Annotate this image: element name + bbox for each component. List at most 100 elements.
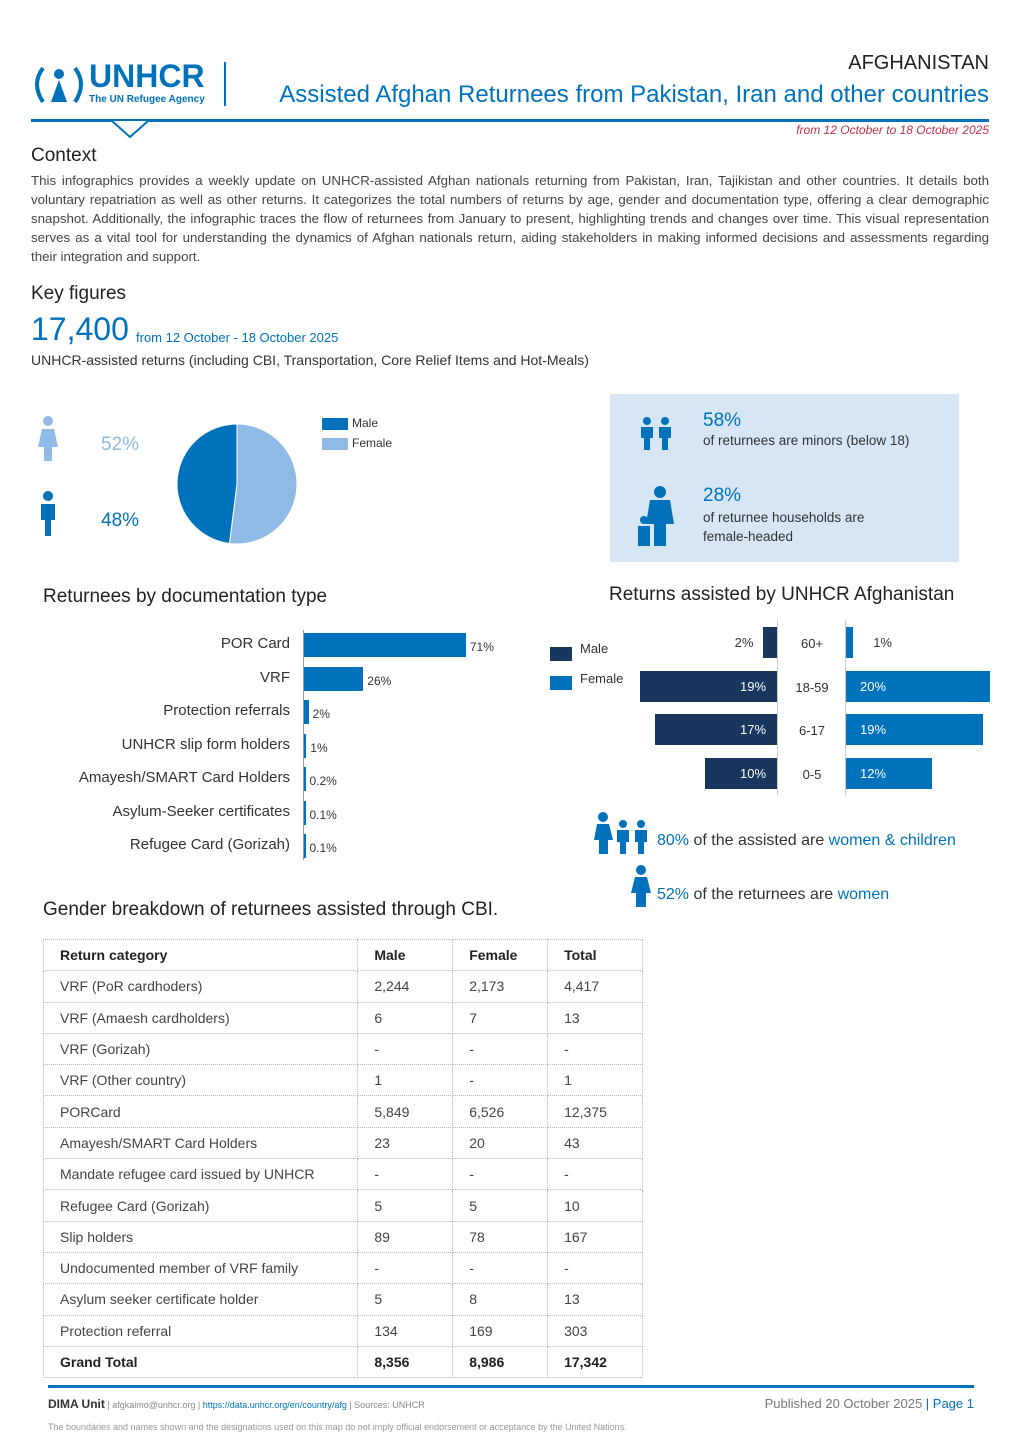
- doc-bar: [304, 733, 307, 758]
- doc-value-label: 0.1%: [309, 807, 337, 822]
- female-value-label: 20%: [860, 678, 887, 694]
- doc-bar: [304, 834, 306, 858]
- table-cell: VRF (Other country): [42, 1064, 359, 1097]
- age-chart-title: Returns assisted by UNHCR Afghanistan: [609, 584, 955, 605]
- legend-female-label: Female: [352, 436, 393, 450]
- pyramid-axis: [845, 620, 846, 795]
- header-rule: [31, 119, 989, 122]
- table-row: Mandate refugee card issued by UNHCR - - -: [42, 1158, 643, 1191]
- female-head-percent: 28%: [703, 485, 742, 506]
- male-value-label: 17%: [740, 722, 767, 737]
- table-cell: Protection referral: [42, 1314, 359, 1347]
- unhcr-emblem-icon: [35, 66, 83, 104]
- footer-email[interactable]: | afgkaimo@unhcr.org |: [104, 1400, 203, 1410]
- table-row: Asylum seeker certificate holder 5 8 13: [42, 1283, 643, 1316]
- legend-male-label: Male: [352, 416, 379, 430]
- table-cell: Male: [357, 938, 454, 972]
- header-notch-icon: [111, 120, 149, 139]
- logo-divider: [224, 62, 226, 106]
- women-children-end: women & children: [828, 832, 956, 849]
- doc-value-label: 1%: [310, 740, 328, 755]
- table-cell: 303: [547, 1314, 643, 1347]
- context-text: This infographics provides a weekly upda…: [31, 173, 989, 264]
- male-bar: [640, 670, 777, 702]
- footer-disclaimer: The boundaries and names shown and the d…: [48, 1422, 627, 1432]
- table-cell: VRF (Gorizah): [42, 1032, 359, 1066]
- legend-female-swatch: [550, 676, 572, 690]
- doc-category-label: Protection referrals: [163, 702, 290, 719]
- female-icon: [38, 416, 58, 461]
- table-cell: 89: [357, 1220, 454, 1253]
- table-cell: 4,417: [547, 970, 643, 1003]
- footer-sources: | Sources: UNHCR: [346, 1400, 425, 1410]
- male-value-label: 10%: [740, 765, 767, 781]
- doc-bar: [304, 767, 306, 791]
- age-group-label: 0-5: [802, 766, 822, 782]
- table-row: Slip holders 89 78 167: [42, 1220, 643, 1253]
- doc-value-label: 26%: [367, 673, 392, 688]
- table-cell: -: [452, 1251, 549, 1285]
- table-cell: 1: [547, 1064, 643, 1097]
- table-cell: 1: [357, 1064, 454, 1097]
- highlights-panel: 58% of returnees are minors (below 18) 2…: [610, 394, 959, 562]
- table-cell: 5,849: [357, 1095, 454, 1128]
- table-row: Refugee Card (Gorizah) 5 5 10: [42, 1189, 643, 1222]
- table-cell: 5: [452, 1189, 549, 1222]
- pie-slice-male: [176, 423, 238, 545]
- doc-chart-title: Returnees by documentation type: [43, 586, 328, 607]
- table-cell: Asylum seeker certificate holder: [42, 1283, 359, 1316]
- doc-category-label: Refugee Card (Gorizah): [129, 836, 290, 853]
- female-percent: 52%: [101, 434, 140, 455]
- table-row: Amayesh/SMART Card Holders 23 20 43: [42, 1126, 643, 1160]
- table-row: PORCard 5,849 6,526 12,375: [42, 1095, 643, 1128]
- total-returns: 17,400: [31, 311, 129, 347]
- doc-value-label: 71%: [469, 640, 494, 654]
- doc-bar: [304, 700, 309, 724]
- table-cell: 6,526: [452, 1095, 549, 1128]
- children-icon: [641, 417, 671, 450]
- footer-credits: DIMA Unit | afgkaimo@unhcr.org | https:/…: [48, 1397, 425, 1411]
- footer-link[interactable]: https://data.unhcr.org/en/country/afg: [202, 1400, 347, 1410]
- women-mid: of the returnees are: [689, 886, 838, 903]
- women-end: women: [837, 886, 890, 903]
- table-cell: VRF (Amaesh cardholders): [42, 1001, 359, 1034]
- doc-category-label: VRF: [260, 668, 290, 686]
- women-children-stat: 80% of the assisted are women & children: [657, 832, 956, 850]
- table-row: VRF (Other country) 1-1: [42, 1064, 643, 1097]
- table-cell: 10: [547, 1189, 643, 1222]
- legend-male-swatch: [550, 647, 572, 661]
- table-cell: -: [357, 1032, 454, 1066]
- legend-male-label: Male: [580, 641, 609, 656]
- table-cell: 17,342: [547, 1345, 643, 1379]
- table-cell: -: [452, 1032, 549, 1066]
- footer-published: Published 20 October 2025 | Page 1: [765, 1396, 974, 1411]
- doc-category-label: Amayesh/SMART Card Holders: [78, 769, 290, 786]
- table-title: Gender breakdown of returnees assisted t…: [43, 899, 499, 920]
- table-row: VRF (Amaesh cardholders) 6 7 13: [42, 1001, 643, 1034]
- unhcr-logo: UNHCR The UN Refugee Agency: [31, 58, 205, 111]
- table-cell: Grand Total: [42, 1345, 359, 1379]
- doc-bar: [304, 800, 306, 825]
- male-value-label: 19%: [740, 678, 767, 694]
- table-cell: PORCard: [42, 1095, 359, 1128]
- table-cell: 6: [357, 1001, 454, 1034]
- women-children-mid: of the assisted are: [689, 832, 829, 849]
- table-cell: 2,173: [452, 970, 549, 1003]
- table-cell: 2,244: [357, 970, 454, 1003]
- table-cell: 167: [547, 1220, 643, 1253]
- doc-axis-line: [303, 630, 304, 860]
- table-cell: 23: [357, 1126, 454, 1160]
- age-group-label: 18-59: [795, 679, 829, 695]
- doc-value-label: 0.1%: [309, 841, 337, 855]
- table-cell: Female: [452, 938, 549, 972]
- female-value-label: 12%: [860, 765, 887, 781]
- female-bar: [846, 627, 854, 658]
- doc-category-label: Asylum-Seeker certificates: [112, 802, 290, 820]
- table-cell: 78: [452, 1220, 549, 1253]
- table-cell: Total: [547, 938, 643, 972]
- doc-bar: [304, 633, 466, 657]
- woman-icon: [631, 865, 651, 907]
- table-cell: VRF (PoR cardhoders): [42, 970, 359, 1003]
- age-group-label: 6-17: [798, 723, 826, 738]
